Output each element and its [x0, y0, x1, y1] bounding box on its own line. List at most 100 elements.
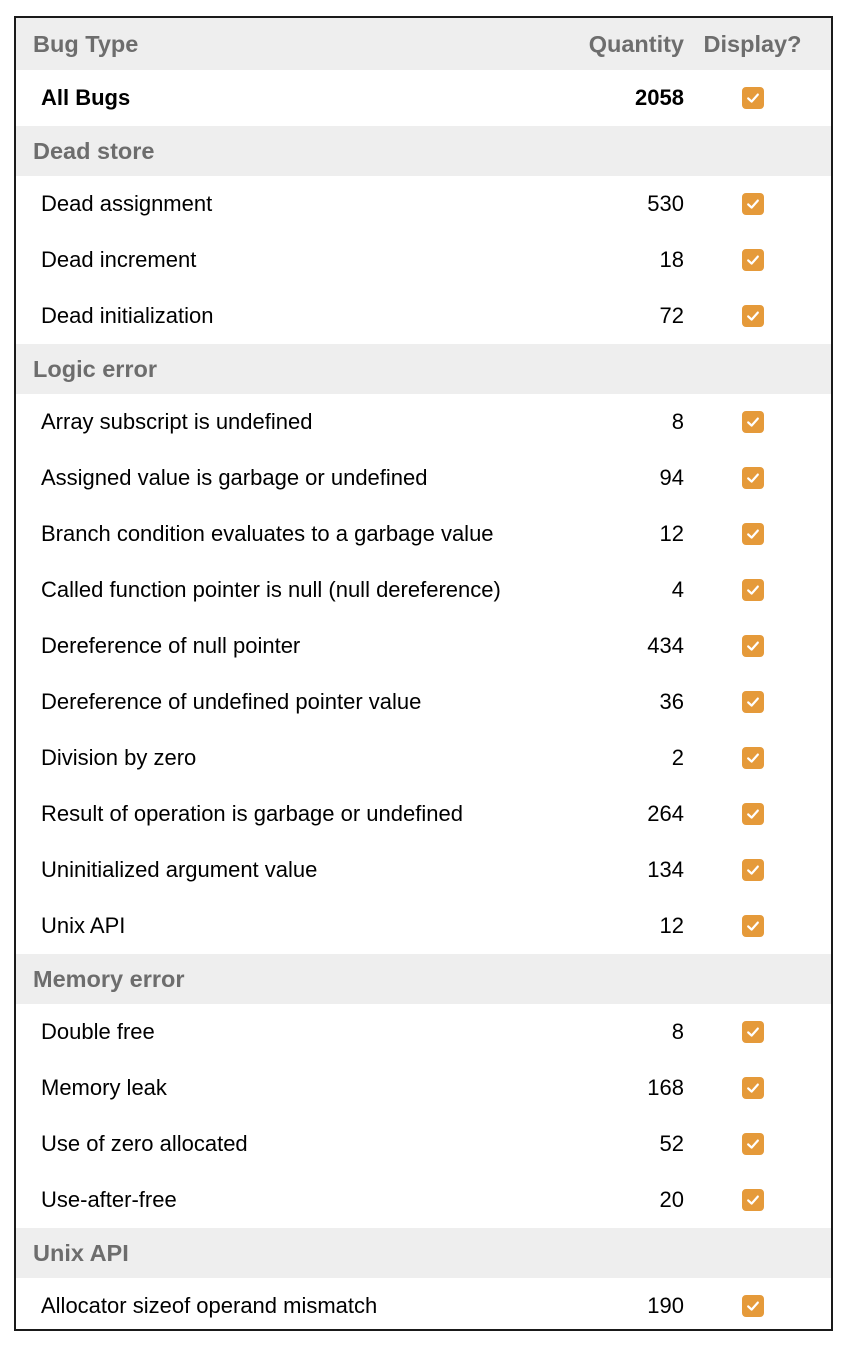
- checkmark-icon: [746, 585, 759, 595]
- category-name: Unix API: [33, 1239, 129, 1266]
- display-checkbox[interactable]: [741, 193, 764, 215]
- display-checkbox[interactable]: [741, 1189, 764, 1211]
- bug-type-label: Called function pointer is null (null de…: [41, 577, 501, 602]
- display-checkbox[interactable]: [741, 249, 764, 271]
- bug-row: Double free 8: [16, 1004, 831, 1060]
- bug-row: Result of operation is garbage or undefi…: [16, 786, 831, 842]
- category-name: Memory error: [33, 965, 185, 992]
- checkmark-icon: [746, 865, 759, 875]
- bug-type-label: Assigned value is garbage or undefined: [41, 465, 428, 490]
- bug-quantity: 4: [671, 577, 684, 602]
- bug-quantity: 434: [647, 633, 684, 658]
- checkmark-icon: [746, 255, 759, 265]
- bug-type-label: Result of operation is garbage or undefi…: [41, 801, 463, 826]
- category-header-row: Memory error: [16, 954, 831, 1004]
- bug-row: Allocator sizeof operand mismatch 190: [16, 1278, 831, 1329]
- bug-type-label: Allocator sizeof operand mismatch: [41, 1293, 378, 1318]
- bug-row: Dereference of null pointer 434: [16, 618, 831, 674]
- bug-type-label: Use-after-free: [41, 1187, 177, 1212]
- bug-quantity: 2: [671, 745, 684, 770]
- checkmark-icon: [746, 417, 759, 427]
- category-header-row: Logic error: [16, 344, 831, 394]
- display-checkbox[interactable]: [741, 411, 764, 433]
- display-checkbox[interactable]: [741, 1021, 764, 1043]
- all-bugs-quantity: 2058: [635, 85, 684, 110]
- display-checkbox[interactable]: [741, 523, 764, 545]
- bug-quantity: 18: [659, 247, 684, 272]
- bug-quantity: 8: [671, 1019, 684, 1044]
- checkmark-icon: [746, 1195, 759, 1205]
- bug-type-label: Unix API: [41, 913, 126, 938]
- bug-row: Use-after-free 20: [16, 1172, 831, 1228]
- checkmark-icon: [746, 199, 759, 209]
- bug-type-label: Array subscript is undefined: [41, 409, 313, 434]
- display-checkbox[interactable]: [741, 915, 764, 937]
- bug-row: Called function pointer is null (null de…: [16, 562, 831, 618]
- bug-type-label: Memory leak: [41, 1075, 167, 1100]
- bug-quantity: 12: [659, 521, 684, 546]
- category-header-row: Dead store: [16, 126, 831, 176]
- checkmark-icon: [746, 753, 759, 763]
- bug-quantity: 20: [659, 1187, 684, 1212]
- all-bugs-label: All Bugs: [41, 85, 131, 110]
- checkmark-icon: [746, 921, 759, 931]
- bug-quantity: 36: [659, 689, 684, 714]
- bug-quantity: 264: [647, 801, 684, 826]
- display-checkbox[interactable]: [741, 635, 764, 657]
- checkmark-icon: [746, 641, 759, 651]
- category-name: Logic error: [33, 355, 158, 382]
- bug-row: Dereference of undefined pointer value 36: [16, 674, 831, 730]
- bug-type-label: Uninitialized argument value: [41, 857, 318, 882]
- bug-quantity: 12: [659, 913, 684, 938]
- bug-row: Dead increment 18: [16, 232, 831, 288]
- display-checkbox[interactable]: [741, 1133, 764, 1155]
- bug-row: Division by zero 2: [16, 730, 831, 786]
- display-checkbox[interactable]: [741, 1077, 764, 1099]
- display-checkbox[interactable]: [741, 747, 764, 769]
- bug-row: Uninitialized argument value 134: [16, 842, 831, 898]
- display-checkbox[interactable]: [741, 467, 764, 489]
- all-bugs-row: All Bugs 2058: [16, 70, 831, 126]
- bug-row: Dead initialization 72: [16, 288, 831, 344]
- bug-type-label: Branch condition evaluates to a garbage …: [41, 521, 494, 546]
- bug-type-label: Dead assignment: [41, 191, 213, 216]
- bug-quantity: 530: [647, 191, 684, 216]
- checkmark-icon: [746, 809, 759, 819]
- display-checkbox[interactable]: [741, 1295, 764, 1317]
- category-name: Dead store: [33, 137, 155, 164]
- bug-row: Unix API 12: [16, 898, 831, 954]
- bug-type-label: Double free: [41, 1019, 155, 1044]
- checkmark-icon: [746, 93, 759, 103]
- display-checkbox[interactable]: [741, 803, 764, 825]
- bug-quantity: 52: [659, 1131, 684, 1156]
- checkmark-icon: [746, 529, 759, 539]
- display-header: Display?: [703, 30, 802, 57]
- bug-type-label: Division by zero: [41, 745, 197, 770]
- checkmark-icon: [746, 1301, 759, 1311]
- display-checkbox[interactable]: [741, 579, 764, 601]
- bug-row: Array subscript is undefined 8: [16, 394, 831, 450]
- category-header-row: Unix API: [16, 1228, 831, 1278]
- bug-row: Dead assignment 530: [16, 176, 831, 232]
- checkmark-icon: [746, 311, 759, 321]
- checkmark-icon: [746, 473, 759, 483]
- bug-type-label: Dead initialization: [41, 303, 214, 328]
- checkmark-icon: [746, 697, 759, 707]
- bug-row: Use of zero allocated 52: [16, 1116, 831, 1172]
- display-checkbox[interactable]: [741, 859, 764, 881]
- bug-summary-table: Bug Type Quantity Display? All Bugs 2058…: [14, 16, 833, 1331]
- bug-row: Assigned value is garbage or undefined 94: [16, 450, 831, 506]
- checkmark-icon: [746, 1139, 759, 1149]
- quantity-header: Quantity: [588, 30, 684, 57]
- display-checkbox[interactable]: [741, 305, 764, 327]
- checkmark-icon: [746, 1083, 759, 1093]
- bug-type-label: Use of zero allocated: [41, 1131, 248, 1156]
- bug-row: Branch condition evaluates to a garbage …: [16, 506, 831, 562]
- bug-quantity: 94: [659, 465, 684, 490]
- checkmark-icon: [746, 1027, 759, 1037]
- bug-type-label: Dead increment: [41, 247, 197, 272]
- bug-row: Memory leak 168: [16, 1060, 831, 1116]
- all-bugs-display-checkbox[interactable]: [741, 87, 764, 109]
- bug-quantity: 168: [647, 1075, 684, 1100]
- display-checkbox[interactable]: [741, 691, 764, 713]
